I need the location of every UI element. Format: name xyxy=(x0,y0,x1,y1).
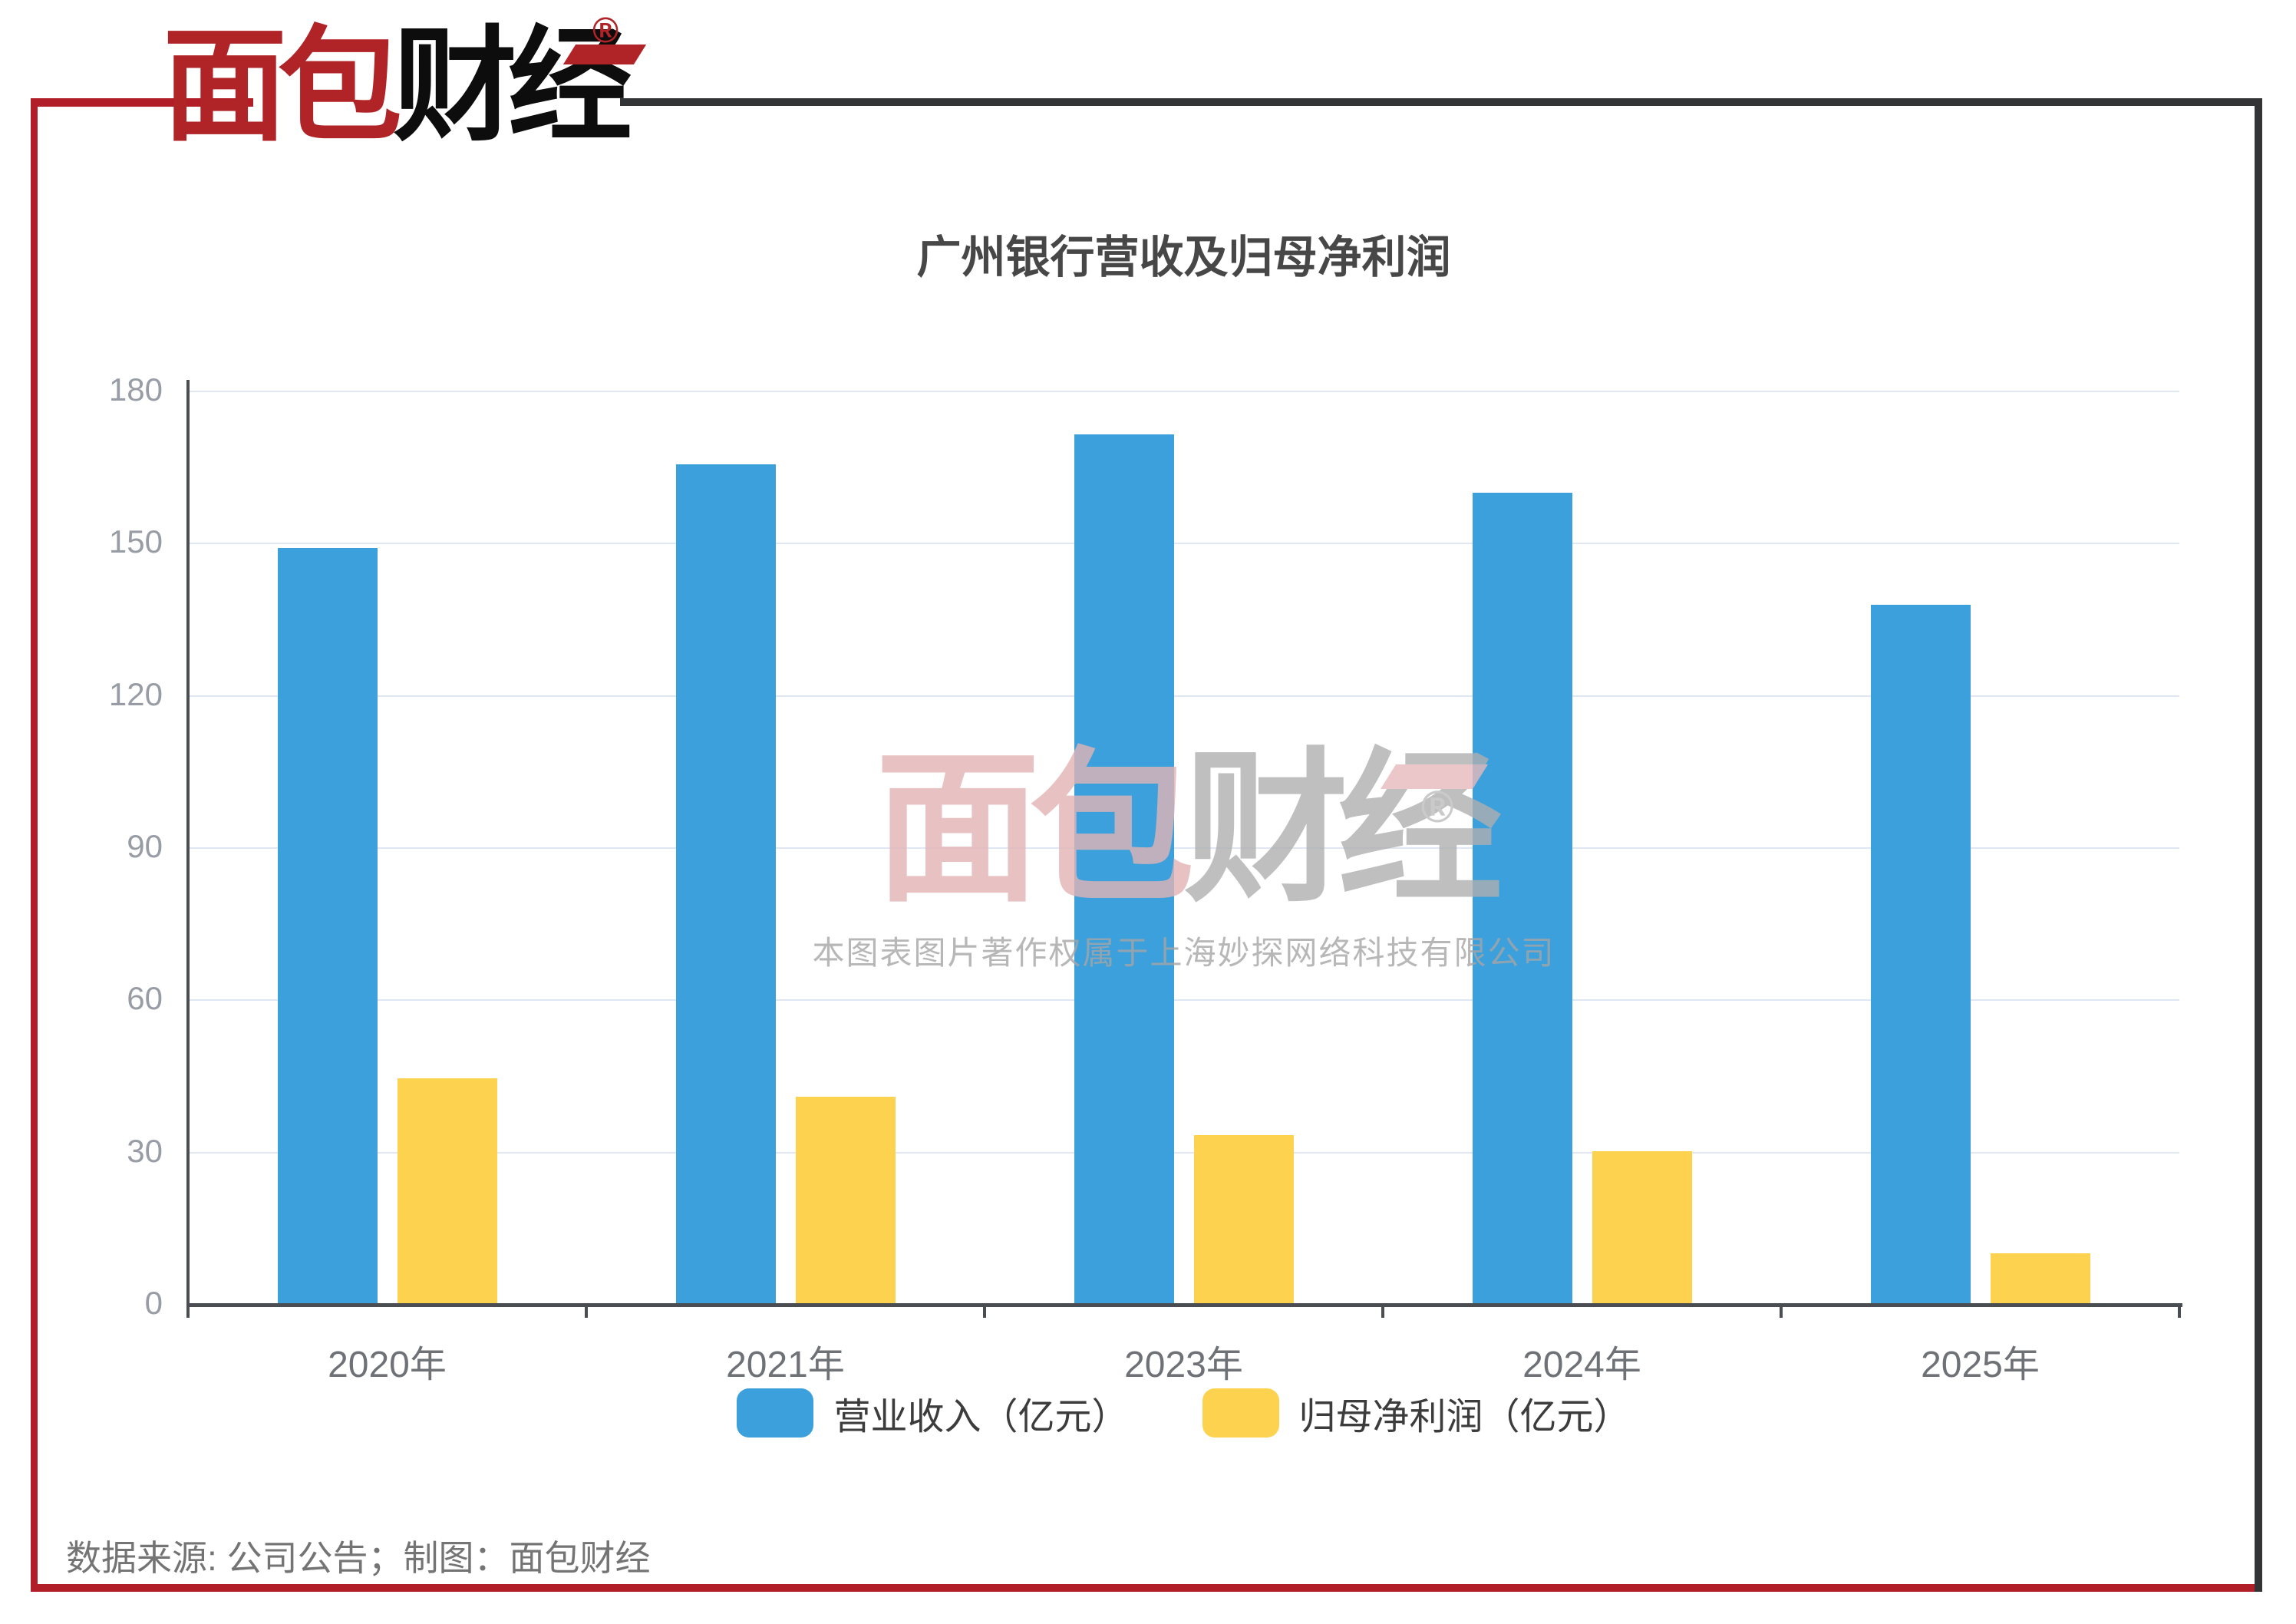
gridline xyxy=(188,391,2179,392)
bar-revenue-2024年 xyxy=(1473,493,1572,1305)
frame-bottom-red-line xyxy=(31,1584,2262,1592)
frame-left-red-line xyxy=(31,98,38,1592)
x-axis-label: 2020年 xyxy=(328,1345,447,1385)
y-axis-label: 150 xyxy=(108,523,163,560)
brand-logo-text-black: 财经 xyxy=(393,17,632,156)
registered-trademark-icon: ® xyxy=(592,10,619,50)
bar-net-profit-2024年 xyxy=(1592,1151,1692,1305)
x-axis-tick xyxy=(983,1307,986,1318)
bar-net-profit-2021年 xyxy=(796,1097,896,1305)
gridline xyxy=(188,847,2179,849)
frame-top-left-red-line xyxy=(31,98,253,107)
bar-revenue-2025年 xyxy=(1871,605,1971,1305)
x-axis-tick xyxy=(1780,1307,1783,1318)
y-axis-label: 90 xyxy=(127,828,163,864)
frame-top-right-dark-line xyxy=(620,98,2262,106)
x-axis-tick xyxy=(1381,1307,1384,1318)
chart-legend: 营业收入（亿元） 归母净利润（亿元） xyxy=(188,1386,2179,1440)
legend-item-net-profit: 归母净利润（亿元） xyxy=(1202,1386,1631,1440)
frame-right-dark-line xyxy=(2255,98,2262,1592)
gridline xyxy=(188,999,2179,1002)
legend-label-revenue: 营业收入（亿元） xyxy=(833,1397,1129,1438)
legend-swatch-net-profit xyxy=(1202,1388,1279,1438)
brand-logo-text: 面包财经 xyxy=(163,14,654,160)
x-axis-label: 2025年 xyxy=(1921,1345,2040,1385)
y-axis-label: 0 xyxy=(144,1285,163,1321)
y-axis-label: 180 xyxy=(108,371,163,408)
legend-item-revenue: 营业收入（亿元） xyxy=(737,1386,1129,1440)
y-axis-label: 60 xyxy=(127,980,163,1017)
brand-logo: 面包财经 ® xyxy=(163,10,654,167)
gridline xyxy=(188,1151,2179,1154)
gridline xyxy=(188,543,2179,545)
bar-net-profit-2025年 xyxy=(1991,1253,2090,1305)
x-axis-label: 2023年 xyxy=(1124,1345,1243,1385)
x-axis-line xyxy=(186,1303,2182,1307)
brand-logo-text-red: 面包 xyxy=(163,17,402,156)
gridline xyxy=(188,695,2179,697)
data-source-text: 数据来源: 公司公告；制图：面包财经 xyxy=(66,1538,651,1578)
legend-label-net-profit: 归母净利润（亿元） xyxy=(1298,1397,1631,1438)
legend-swatch-revenue xyxy=(737,1388,814,1438)
x-axis-label: 2021年 xyxy=(726,1345,845,1385)
x-axis-label: 2024年 xyxy=(1522,1345,1641,1385)
x-axis-tick xyxy=(2178,1307,2181,1318)
bar-revenue-2020年 xyxy=(278,548,378,1305)
x-axis-tick xyxy=(186,1307,190,1318)
y-axis-label: 30 xyxy=(127,1132,163,1169)
y-axis-line xyxy=(186,380,190,1305)
y-axis-label: 120 xyxy=(108,675,163,712)
bar-revenue-2023年 xyxy=(1074,434,1174,1305)
chart-title: 广州银行营收及归母净利润 xyxy=(916,233,1451,282)
bar-net-profit-2020年 xyxy=(398,1078,497,1305)
bar-net-profit-2023年 xyxy=(1194,1135,1294,1305)
bar-revenue-2021年 xyxy=(676,464,776,1305)
x-axis-tick xyxy=(585,1307,588,1318)
